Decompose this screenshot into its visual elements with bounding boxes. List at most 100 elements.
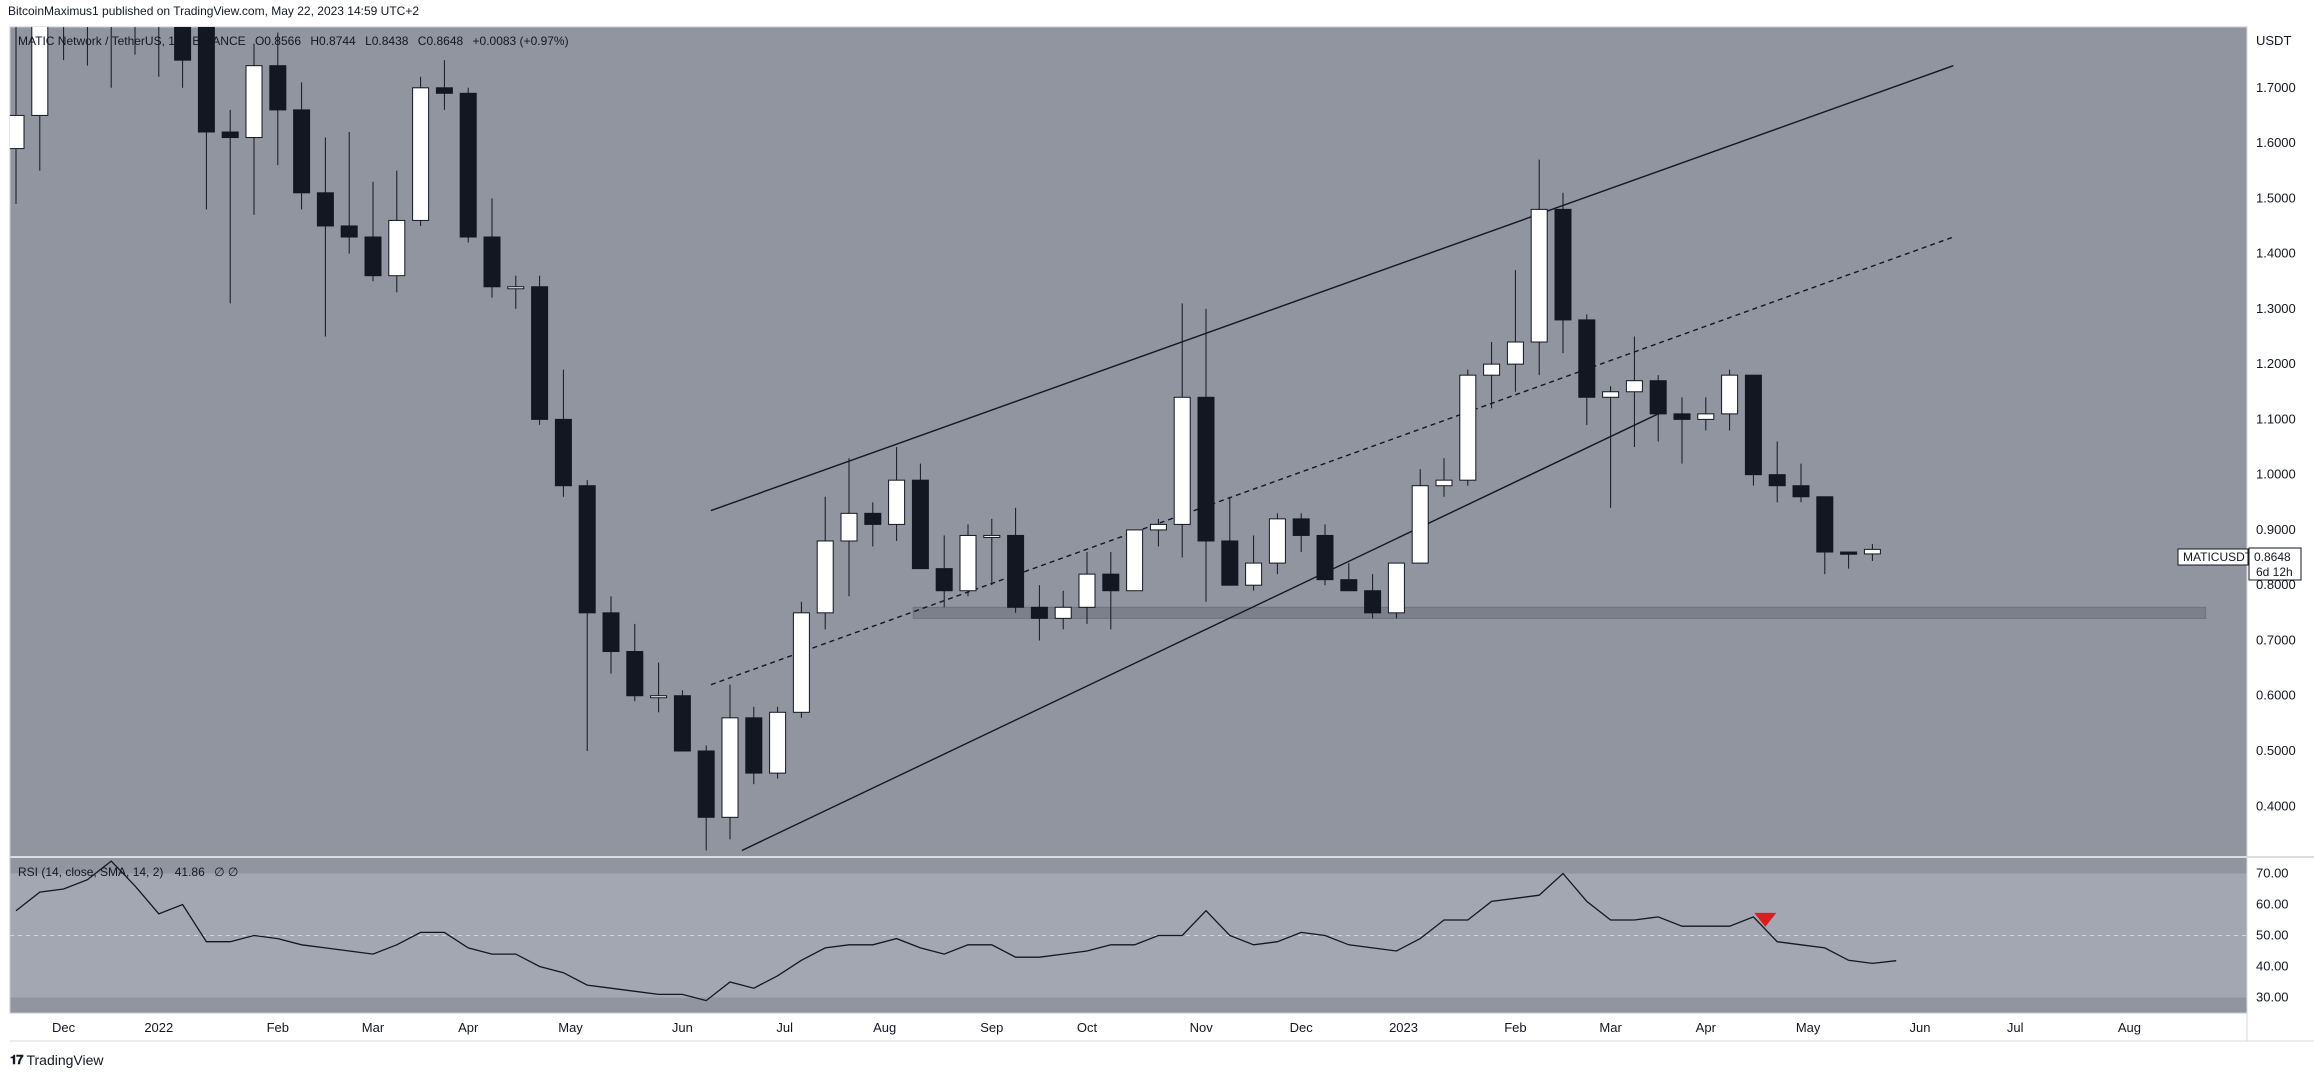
- candle: [673, 695, 691, 752]
- time-tick-label: Jul: [776, 1020, 793, 1035]
- bearish-marker-icon: [1754, 912, 1777, 927]
- candle: [1221, 540, 1239, 586]
- time-tick-label: May: [1796, 1020, 1821, 1035]
- time-tick-label: May: [558, 1020, 583, 1035]
- rsi-tick-label: 50.00: [2256, 928, 2289, 943]
- candle: [1768, 474, 1786, 487]
- rsi-tick-label: 70.00: [2256, 866, 2289, 881]
- candle: [10, 114, 25, 150]
- candle: [1126, 529, 1144, 592]
- candle: [1721, 374, 1739, 415]
- price-y-axis[interactable]: 1.7000 1.6000 1.5000 1.4000 1.3000 1.2000 1.10…: [2256, 80, 2296, 813]
- close-value: 0.8648: [426, 34, 463, 48]
- candle: [340, 225, 358, 238]
- candle: [1197, 396, 1215, 542]
- price-tick-label: 1.1000: [2256, 411, 2296, 426]
- candle: [1554, 208, 1572, 321]
- candle: [697, 750, 715, 818]
- candle: [816, 540, 834, 614]
- time-x-axis[interactable]: Dec 2022 Feb Mar Apr May Jun Jul Aug Sep Oct Nov Dec…: [52, 1020, 2141, 1035]
- candle: [483, 236, 501, 288]
- candle: [1744, 374, 1762, 476]
- time-tick-label: Feb: [1504, 1020, 1526, 1035]
- candle: [412, 87, 430, 221]
- candle: [221, 131, 239, 139]
- candle: [197, 27, 215, 133]
- rsi-tick-label: 30.00: [2256, 990, 2289, 1005]
- time-tick-label: Sep: [980, 1020, 1003, 1035]
- candle: [459, 92, 477, 238]
- candle: [293, 109, 311, 194]
- symbol-legend[interactable]: MATIC Network / TetherUS, 1W, BINANCE O0…: [18, 34, 569, 48]
- candle: [1102, 573, 1120, 592]
- price-tag-countdown: 6d 12h: [2256, 565, 2293, 579]
- candle: [1268, 518, 1286, 564]
- candle: [1673, 413, 1691, 420]
- candle: [364, 236, 382, 277]
- rsi-legend[interactable]: RSI (14, close, SMA, 14, 2) 41.86 ∅ ∅: [18, 865, 238, 879]
- tradingview-brand: TradingView: [26, 1052, 104, 1068]
- candle: [911, 479, 929, 570]
- candle: [1863, 548, 1881, 555]
- rsi-band: [10, 873, 2247, 998]
- candle: [745, 717, 763, 774]
- time-tick-label: Mar: [362, 1020, 385, 1035]
- rsi-line: [15, 860, 1897, 1002]
- time-tick-label: Oct: [1077, 1020, 1098, 1035]
- candle: [1697, 413, 1715, 420]
- high-value: 0.8744: [319, 34, 356, 48]
- candle: [554, 418, 572, 487]
- price-tick-label: 1.6000: [2256, 135, 2296, 150]
- candle: [174, 27, 192, 61]
- published-line: BitcoinMaximus1 published on TradingView…: [8, 4, 420, 18]
- candle: [1602, 391, 1620, 398]
- channel-line-0: [710, 65, 1954, 512]
- time-tick-label: Apr: [1696, 1020, 1717, 1035]
- price-tick-label: 0.4000: [2256, 798, 2296, 813]
- candle: [1340, 579, 1358, 592]
- time-tick-label: Jun: [672, 1020, 693, 1035]
- candle: [1149, 523, 1167, 531]
- rsi-y-axis[interactable]: 70.00 60.00 50.00 40.00 30.00: [2256, 866, 2289, 1005]
- candle: [245, 65, 263, 139]
- price-pane[interactable]: [10, 27, 2247, 856]
- tradingview-logo[interactable]: 𝟏𝟕 TradingView: [10, 1052, 104, 1068]
- candle: [31, 27, 49, 116]
- last-price-tag[interactable]: MATICUSDT 0.8648 6d 12h: [2177, 547, 2302, 581]
- candle: [435, 87, 453, 94]
- time-tick-label: Dec: [52, 1020, 76, 1035]
- price-tick-label: 1.0000: [2256, 467, 2296, 482]
- candle: [1435, 479, 1453, 487]
- channel-line-1: [710, 236, 1954, 686]
- candle: [1649, 380, 1667, 415]
- candle: [578, 485, 596, 614]
- candle: [650, 695, 668, 699]
- candle: [721, 717, 739, 818]
- candle: [388, 219, 406, 277]
- candle: [959, 534, 977, 592]
- time-tick-label: Jun: [1910, 1020, 1931, 1035]
- low-value: 0.8438: [372, 34, 409, 48]
- time-tick-label: Aug: [873, 1020, 896, 1035]
- candle: [1007, 534, 1025, 608]
- time-tick-label: 2023: [1389, 1020, 1418, 1035]
- candle: [1625, 380, 1643, 393]
- candle: [1078, 573, 1096, 608]
- candle: [1054, 606, 1072, 619]
- candle: [602, 612, 620, 653]
- candle: [151, 0, 167, 5]
- candle: [1530, 208, 1548, 343]
- candle: [1840, 551, 1858, 555]
- price-tick-label: 1.3000: [2256, 301, 2296, 316]
- price-tick-label: 1.7000: [2256, 80, 2296, 95]
- time-tick-label: Jul: [2007, 1020, 2024, 1035]
- candle: [1316, 534, 1334, 581]
- candle: [507, 286, 525, 290]
- candle: [1245, 562, 1263, 586]
- time-tick-label: Nov: [1190, 1020, 1214, 1035]
- time-tick-label: Aug: [2118, 1020, 2141, 1035]
- candle: [269, 65, 287, 111]
- candle: [1459, 374, 1477, 481]
- y-axis-unit: USDT: [2256, 33, 2291, 48]
